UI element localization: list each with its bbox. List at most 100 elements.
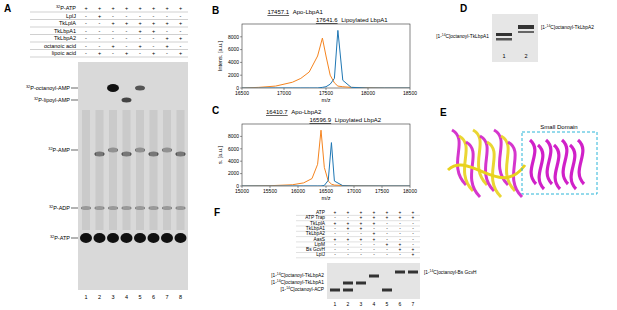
cell: - [334, 215, 336, 220]
smear [177, 110, 185, 230]
cell: - [153, 43, 155, 49]
cell: + [111, 20, 114, 26]
label: [1-14C]octanoyl-ACP [281, 286, 324, 292]
cell: - [386, 247, 388, 252]
band [122, 98, 132, 103]
cell: + [152, 20, 155, 26]
cell: + [98, 50, 101, 56]
arrow [71, 88, 78, 89]
panel-letter: A [4, 3, 11, 14]
label: LipM [315, 242, 325, 247]
cell: + [347, 221, 350, 226]
cell: + [412, 215, 415, 220]
plot-frame [242, 124, 410, 186]
label: 32P-AMP [48, 147, 70, 153]
gel [78, 62, 188, 290]
tick-label: 6000 [228, 146, 239, 152]
band [395, 271, 405, 274]
y-tick [240, 88, 242, 89]
cell: - [386, 221, 388, 226]
axis-title: Intens. [a.u.] [217, 40, 223, 71]
y-tick [240, 186, 242, 187]
label: TkLbpA2 [54, 35, 76, 41]
arrow [71, 150, 78, 151]
cell: + [111, 5, 114, 11]
cell: - [99, 35, 101, 41]
cell: + [179, 20, 182, 26]
cell: + [179, 35, 182, 41]
ribbon [554, 145, 560, 189]
band [330, 289, 340, 292]
cell: - [139, 13, 141, 19]
label: ATP Trap [305, 215, 325, 220]
band [107, 233, 119, 243]
annotation: 16596.9 [309, 117, 331, 123]
cell: - [386, 252, 388, 257]
cell: - [166, 13, 168, 19]
lane-number: 1 [334, 301, 337, 307]
cell: + [138, 20, 141, 26]
spectrum [242, 130, 410, 186]
lane-number: 7 [412, 301, 415, 307]
cell: + [138, 43, 141, 49]
marks [242, 30, 410, 88]
cell: - [334, 247, 336, 252]
label: octanoic acid [44, 43, 76, 49]
cell: + [360, 237, 363, 242]
y-tick [240, 62, 242, 63]
cell: + [373, 237, 376, 242]
cell: + [138, 28, 141, 34]
cell: - [99, 20, 101, 26]
label: LplJ [66, 13, 76, 19]
y-tick [240, 148, 242, 149]
label: lipoic acid [52, 50, 76, 56]
band [356, 282, 366, 285]
label: 32P-ATP [50, 235, 70, 241]
cell: - [180, 13, 182, 19]
band [121, 233, 133, 243]
label: 32P-octanoyl-AMP [26, 85, 70, 91]
row-line [296, 252, 420, 253]
cell: - [399, 252, 401, 257]
cell: - [99, 43, 101, 49]
cell: - [139, 50, 141, 56]
cell: - [139, 35, 141, 41]
cell: + [98, 13, 101, 19]
ribbon [448, 165, 525, 178]
ribbon [530, 140, 536, 184]
cell: - [334, 242, 336, 247]
ribbon [570, 145, 576, 189]
annotation: Apo-LbpA1 [293, 9, 324, 15]
cell: + [165, 5, 168, 11]
cell: - [112, 50, 114, 56]
cell: - [386, 231, 388, 236]
cell: + [412, 252, 415, 257]
cell: + [152, 50, 155, 56]
label: 32P-ATP [56, 5, 76, 11]
cell: + [98, 5, 101, 11]
tick-label: 17000 [347, 188, 361, 194]
cell: + [125, 50, 128, 56]
cell: - [126, 43, 128, 49]
label: TkLplA [310, 221, 326, 226]
cell: - [347, 252, 349, 257]
lane-number: 2 [98, 294, 101, 300]
lane-number: 1 [84, 294, 87, 300]
annotation: 17641.6 [316, 17, 338, 23]
row-line [30, 12, 188, 13]
band [94, 233, 106, 243]
cell: - [85, 50, 87, 56]
label: [1-14C]octanoyl-TkLbpA2 [271, 272, 324, 278]
annotation: Lipoylated LbpA2 [335, 117, 382, 123]
cell: - [373, 247, 375, 252]
cell: - [85, 20, 87, 26]
cell: - [166, 28, 168, 34]
cell: + [125, 5, 128, 11]
axis-title: s. [a.u.] [217, 146, 223, 165]
tick-label: 17500 [375, 188, 389, 194]
cell: - [85, 35, 87, 41]
cell: - [412, 242, 414, 247]
ribbon [562, 140, 568, 184]
cell: + [399, 215, 402, 220]
cell: + [399, 242, 402, 247]
